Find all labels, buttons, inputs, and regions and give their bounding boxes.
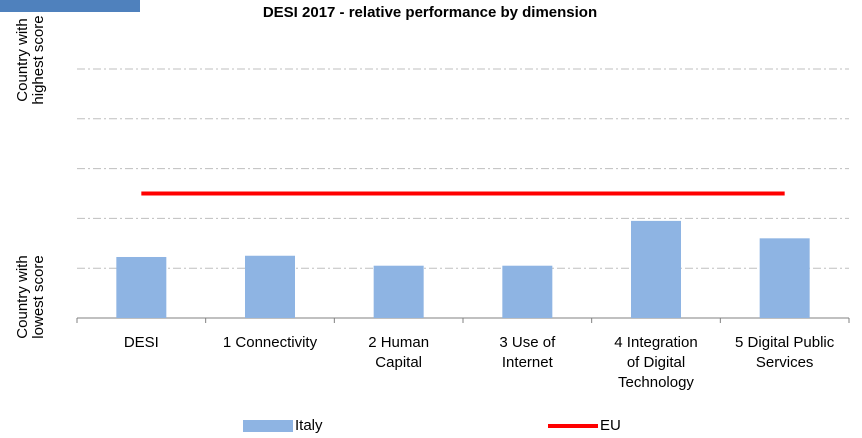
header-strip [0,0,140,12]
x-tick-label: DESI [123,334,159,351]
bar [759,238,810,318]
chart-title: DESI 2017 - relative performance by dime… [262,4,598,21]
x-tick-label: 1 Connectivity [222,334,318,351]
legend-label: Italy [295,417,323,434]
x-tick-label: 5 Digital Public Services [735,334,835,371]
bar [502,265,553,318]
bar [116,256,167,318]
x-tick-label: 3 Use of Internet [499,334,556,371]
y-axis-label-bottom: Country with lowest score [14,255,47,339]
bar [373,265,424,318]
y-axis-label-top: Country with highest score [14,15,47,105]
legend-label: EU [600,417,621,434]
legend-swatch [243,420,293,432]
bar [631,220,681,318]
x-tick-label: 4 Integration of Digital Technology [614,334,698,391]
x-tick-label: 2 Human Capital [368,334,430,371]
bar [245,255,295,318]
